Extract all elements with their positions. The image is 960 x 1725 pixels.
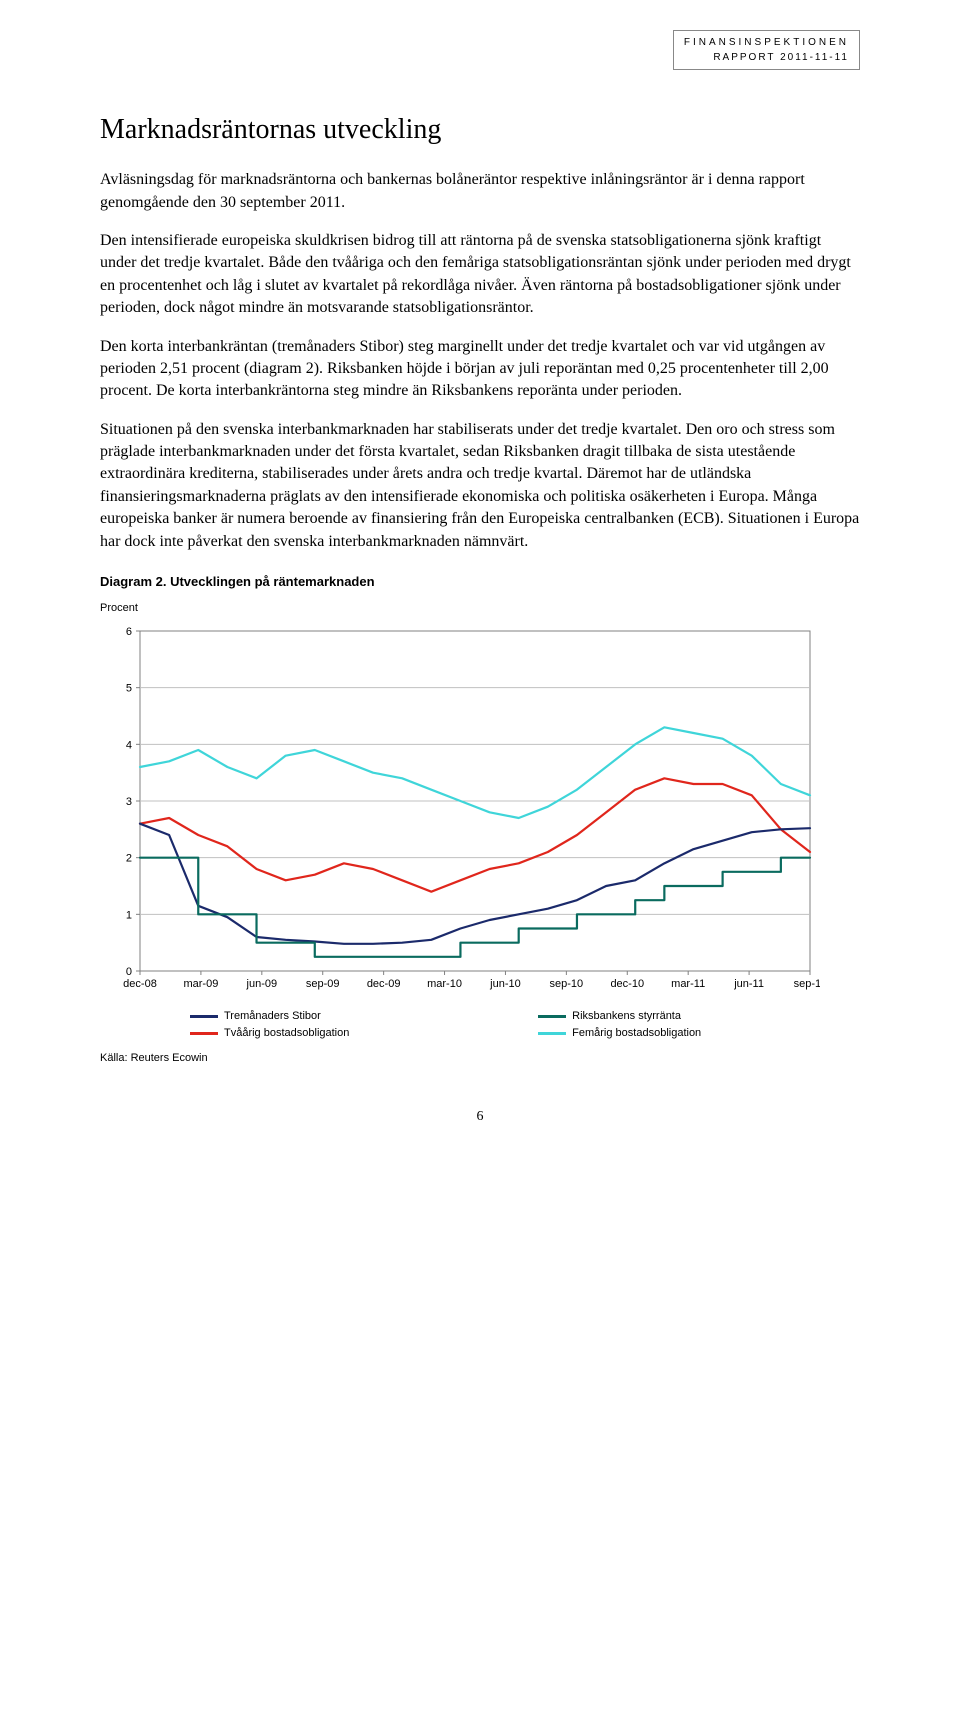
- legend-label-stibor: Tremånaders Stibor: [224, 1009, 321, 1024]
- svg-text:dec-08: dec-08: [123, 978, 157, 990]
- svg-text:jun-09: jun-09: [246, 978, 278, 990]
- svg-text:mar-09: mar-09: [183, 978, 218, 990]
- chart-area: 0 1 2 3 4 5 6 dec-08 mar-09 jun-09 sep-09 dec-09 mar…: [100, 621, 860, 1001]
- paragraph-4: Situationen på den svenska interbankmark…: [100, 419, 860, 553]
- paragraph-3: Den korta interbankräntan (tremånaders S…: [100, 336, 860, 403]
- svg-text:6: 6: [126, 626, 132, 638]
- svg-text:sep-11: sep-11: [794, 978, 820, 990]
- legend-swatch-bond5y: [538, 1032, 566, 1035]
- line-chart: 0 1 2 3 4 5 6 dec-08 mar-09 jun-09 sep-09 dec-09 mar…: [100, 621, 820, 1001]
- svg-text:0: 0: [126, 966, 132, 978]
- svg-text:mar-11: mar-11: [671, 978, 705, 990]
- header-report: RAPPORT 2011-11-11: [684, 50, 849, 65]
- chart-title: Diagram 2. Utvecklingen på räntemarknade…: [100, 573, 860, 591]
- legend-label-bond5y: Femårig bostadsobligation: [572, 1026, 701, 1041]
- header-org: FINANSINSPEKTIONEN: [684, 35, 849, 50]
- svg-text:5: 5: [126, 682, 132, 694]
- legend-swatch-repo: [538, 1015, 566, 1018]
- svg-text:mar-10: mar-10: [427, 978, 462, 990]
- legend-label-bond2y: Tvåårig bostadsobligation: [224, 1026, 349, 1041]
- chart-source: Källa: Reuters Ecowin: [100, 1051, 860, 1066]
- page-number: 6: [100, 1107, 860, 1127]
- legend-label-repo: Riksbankens styrränta: [572, 1009, 681, 1024]
- chart-ylabel: Procent: [100, 601, 860, 616]
- legend-swatch-stibor: [190, 1015, 218, 1018]
- page-title: Marknadsräntornas utveckling: [100, 110, 860, 149]
- header-box: FINANSINSPEKTIONEN RAPPORT 2011-11-11: [673, 30, 860, 70]
- svg-text:sep-09: sep-09: [306, 978, 340, 990]
- paragraph-2: Den intensifierade europeiska skuldkrise…: [100, 230, 860, 320]
- svg-text:dec-09: dec-09: [367, 978, 401, 990]
- svg-text:sep-10: sep-10: [550, 978, 584, 990]
- legend-item-repo: Riksbankens styrränta: [538, 1009, 860, 1024]
- svg-text:4: 4: [126, 739, 132, 751]
- svg-text:2: 2: [126, 852, 132, 864]
- legend-item-bond5y: Femårig bostadsobligation: [538, 1026, 860, 1041]
- svg-text:dec-10: dec-10: [610, 978, 644, 990]
- svg-text:jun-10: jun-10: [489, 978, 521, 990]
- legend-swatch-bond2y: [190, 1032, 218, 1035]
- paragraph-1: Avläsningsdag för marknadsräntorna och b…: [100, 169, 860, 214]
- svg-text:jun-11: jun-11: [733, 978, 764, 990]
- svg-text:3: 3: [126, 796, 132, 808]
- legend-item-bond2y: Tvåårig bostadsobligation: [190, 1026, 508, 1041]
- chart-legend: Tremånaders Stibor Riksbankens styrränta…: [100, 1009, 860, 1042]
- svg-text:1: 1: [126, 909, 132, 921]
- legend-item-stibor: Tremånaders Stibor: [190, 1009, 508, 1024]
